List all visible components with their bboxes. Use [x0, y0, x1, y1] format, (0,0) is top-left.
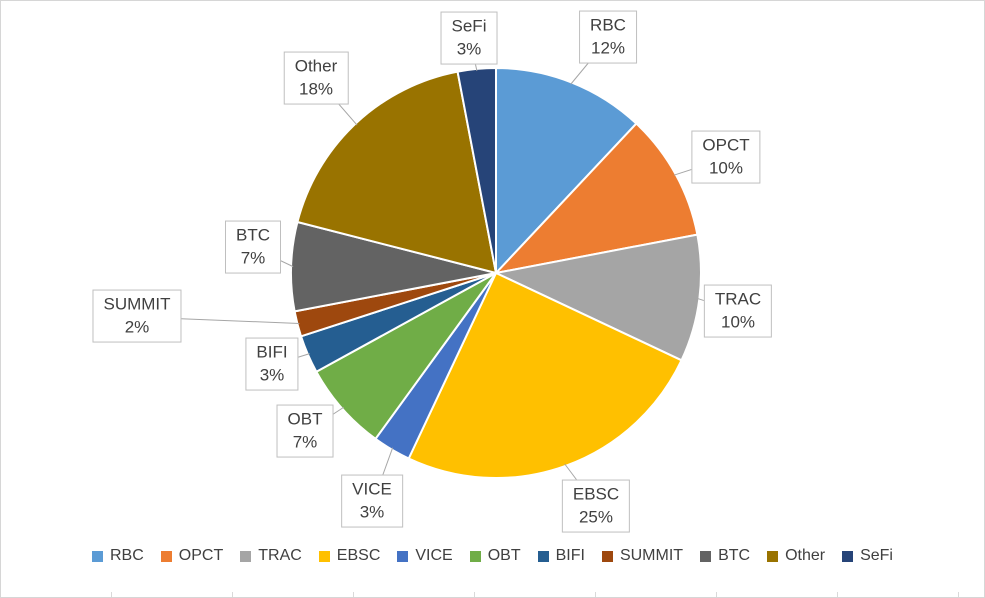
legend-label: VICE — [415, 547, 453, 564]
legend-item-rbc: RBC — [92, 547, 144, 565]
legend-item-vice: VICE — [397, 547, 453, 565]
data-label-percent: 25% — [578, 508, 614, 527]
legend-item-trac: TRAC — [240, 547, 302, 565]
legend-swatch — [537, 550, 549, 562]
legend-label: TRAC — [258, 547, 302, 564]
data-label-percent: 18% — [298, 80, 334, 99]
legend-label: OBT — [487, 547, 521, 564]
data-label-percent: 7% — [292, 433, 318, 452]
legend-swatch — [842, 550, 854, 562]
legend-item-other: Other — [767, 547, 825, 565]
legend-item-summit: SUMMIT — [601, 547, 684, 565]
data-label-percent: 3% — [259, 366, 285, 385]
data-label-name: SeFi — [451, 16, 487, 36]
legend-item-opct: OPCT — [160, 547, 224, 565]
data-label-name: TRAC — [714, 289, 762, 309]
legend-swatch — [240, 550, 252, 562]
legend-swatch — [469, 550, 481, 562]
pie-slice-rbc — [495, 67, 638, 274]
data-label-summit: SUMMIT 2% — [92, 289, 182, 343]
legend-swatch — [160, 550, 172, 562]
legend-item-btc: BTC — [700, 547, 750, 565]
data-label-rbc: RBC 12% — [579, 10, 637, 64]
data-label-name: OBT — [287, 409, 323, 429]
data-label-name: VICE — [352, 479, 392, 499]
data-label-percent: 3% — [359, 503, 385, 522]
data-label-btc: BTC 7% — [225, 220, 281, 274]
spreadsheet-gridline-ticks — [1, 592, 984, 597]
data-label-name: OPCT — [702, 135, 750, 155]
legend-label: BIFI — [555, 547, 585, 564]
data-label-name: RBC — [590, 15, 626, 35]
legend-item-bifi: BIFI — [537, 547, 585, 565]
data-label-bifi: BIFI 3% — [245, 337, 299, 391]
legend-label: Other — [785, 547, 826, 564]
data-label-sefi: SeFi 3% — [440, 11, 498, 65]
data-label-name: BIFI — [256, 342, 288, 362]
chart-legend: RBC OPCT TRAC EBSC VICE OBT BIFI SUMMIT — [1, 541, 984, 571]
legend-label: SeFi — [860, 547, 893, 564]
legend-label: RBC — [110, 547, 144, 564]
data-label-percent: 10% — [720, 313, 756, 332]
data-label-name: EBSC — [572, 484, 620, 504]
legend-item-obt: OBT — [469, 547, 521, 565]
data-label-trac: TRAC 10% — [703, 284, 773, 338]
legend-swatch — [318, 550, 330, 562]
pie-slice-ebsc — [407, 272, 683, 479]
legend-label: BTC — [718, 547, 751, 564]
legend-swatch — [767, 550, 779, 562]
legend-item-sefi: SeFi — [842, 547, 893, 565]
data-label-name: Other — [294, 56, 338, 76]
legend-label: SUMMIT — [619, 547, 684, 564]
data-label-obt: OBT 7% — [276, 404, 334, 458]
data-label-percent: 2% — [124, 318, 150, 337]
data-label-percent: 7% — [240, 249, 266, 268]
data-label-other: Other 18% — [283, 51, 349, 105]
data-label-percent: 3% — [456, 40, 482, 59]
legend-item-ebsc: EBSC — [318, 547, 381, 565]
legend-label: EBSC — [336, 547, 381, 564]
legend-swatch — [601, 550, 613, 562]
data-label-name: SUMMIT — [103, 294, 171, 314]
data-label-vice: VICE 3% — [341, 474, 403, 528]
data-label-ebsc: EBSC 25% — [561, 479, 631, 533]
legend-swatch — [92, 550, 103, 562]
data-label-opct: OPCT 10% — [691, 130, 761, 184]
legend-swatch — [397, 550, 409, 562]
data-label-percent: 12% — [590, 39, 626, 58]
data-label-name: BTC — [236, 225, 270, 245]
legend-swatch — [700, 550, 712, 562]
legend-label: OPCT — [178, 547, 224, 564]
data-label-percent: 10% — [708, 159, 744, 178]
